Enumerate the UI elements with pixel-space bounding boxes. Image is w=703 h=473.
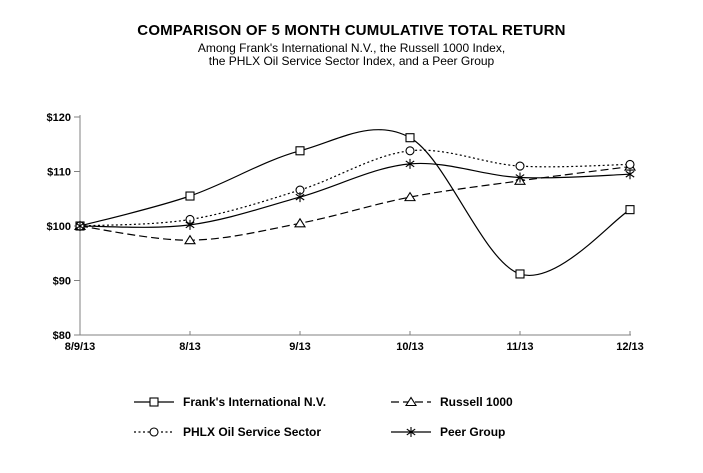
legend-item-peer-group: Peer Group <box>390 424 505 440</box>
legend-label-phlx-oil-service: PHLX Oil Service Sector <box>183 425 322 439</box>
marker-star <box>515 172 525 183</box>
legend-sample-dotted-circle-icon <box>134 427 174 437</box>
marker-square <box>185 191 195 201</box>
marker-square <box>515 269 525 279</box>
marker-star <box>625 169 635 180</box>
marker-star <box>185 219 195 230</box>
series-line-square <box>79 129 631 277</box>
x-tick-label: 8/13 <box>179 341 200 353</box>
x-tick-label: 11/13 <box>507 341 534 353</box>
legend-label-russell-1000: Russell 1000 <box>440 395 513 409</box>
marker-triangle <box>404 191 416 202</box>
legend-sample-solid-square-icon <box>134 397 174 407</box>
chart-subtitle-line2: the PHLX Oil Service Sector Index, and a… <box>208 54 495 68</box>
chart-subtitle-line1: Among Frank's International N.V., the Ru… <box>197 41 506 55</box>
legend-sample-dashed-triangle-icon <box>391 396 431 407</box>
series-line-star <box>79 162 631 228</box>
marker-star <box>295 192 305 203</box>
x-tick-label: 8/9/13 <box>65 341 96 353</box>
series-line-triangle <box>79 166 631 241</box>
y-tick-label: $100 <box>47 221 71 233</box>
legend-label-franks-international: Frank's International N.V. <box>183 395 327 409</box>
series-line-circle <box>79 149 631 227</box>
chart-title: COMPARISON OF 5 MONTH CUMULATIVE TOTAL R… <box>137 22 566 39</box>
x-tick-label: 9/13 <box>289 341 310 353</box>
marker-circle <box>405 146 415 156</box>
legend-item-russell-1000: Russell 1000 <box>390 394 513 410</box>
marker-star <box>75 221 85 231</box>
marker-square <box>625 205 635 215</box>
marker-circle <box>625 159 635 169</box>
marker-triangle <box>294 217 306 228</box>
marker-circle <box>515 161 525 171</box>
y-tick-label: $90 <box>53 276 71 288</box>
x-tick-label: 10/13 <box>396 341 424 353</box>
y-tick-label: $80 <box>53 330 71 342</box>
y-tick-label: $110 <box>47 167 71 179</box>
axes <box>79 115 631 336</box>
legend-item-franks-international: Frank's International N.V. <box>133 394 326 410</box>
y-tick-label: $120 <box>47 112 71 124</box>
legend-item-phlx-oil-service: PHLX Oil Service Sector <box>133 424 321 440</box>
legend-sample-solid-star-icon <box>391 427 431 437</box>
x-tick-label: 12/13 <box>616 341 644 353</box>
marker-star <box>405 158 415 169</box>
marker-square <box>405 133 415 143</box>
marker-triangle <box>184 234 196 245</box>
legend-label-peer-group: Peer Group <box>440 425 506 439</box>
marker-square <box>295 146 305 156</box>
